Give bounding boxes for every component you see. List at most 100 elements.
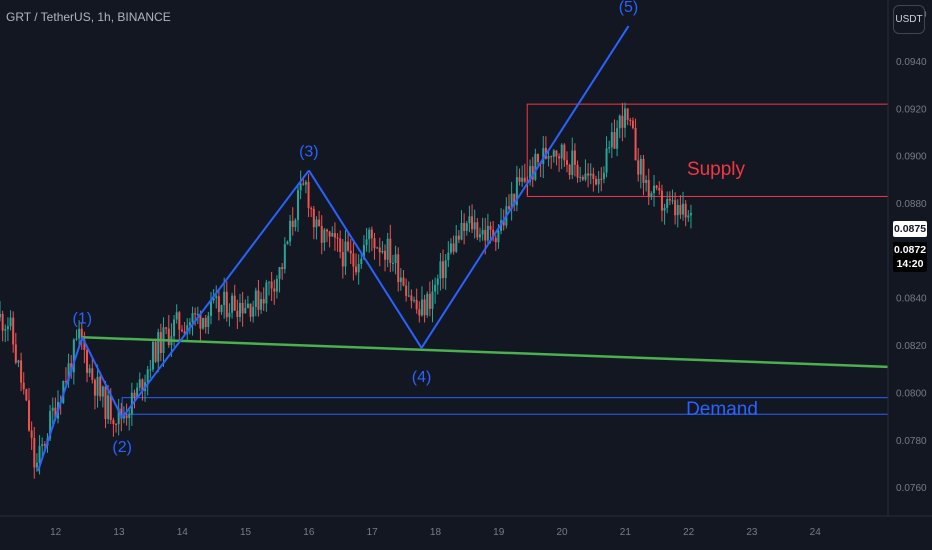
candle-body xyxy=(595,178,598,185)
candle-body xyxy=(629,120,632,122)
candle-body xyxy=(86,349,89,373)
candle-body xyxy=(439,261,442,279)
candle-body xyxy=(550,156,553,158)
candle-body xyxy=(25,389,28,401)
candle-body xyxy=(112,419,115,424)
candle-body xyxy=(568,164,571,176)
candle-body xyxy=(64,380,67,382)
candle-body xyxy=(378,247,381,253)
candle-body xyxy=(486,225,489,241)
candle-body xyxy=(471,216,474,230)
candle-body xyxy=(534,153,537,180)
candle-body xyxy=(38,445,41,463)
candle-body xyxy=(262,299,265,304)
candle-body xyxy=(83,339,86,350)
candle-body xyxy=(196,313,199,315)
candle-body xyxy=(515,177,518,206)
candle-body xyxy=(120,408,123,419)
candle-body xyxy=(220,305,223,313)
candle-body xyxy=(658,187,661,191)
x-tick-label: 12 xyxy=(50,527,62,538)
candle-body xyxy=(236,310,239,318)
candle-body xyxy=(650,193,653,197)
candle-body xyxy=(529,166,532,182)
candle-body xyxy=(373,238,376,249)
currency-button[interactable]: USDT xyxy=(893,5,925,34)
candle-body xyxy=(481,229,484,235)
wave-label: (1) xyxy=(72,310,92,327)
candle-body xyxy=(420,299,423,316)
candle-body xyxy=(399,277,402,283)
candle-body xyxy=(107,395,110,420)
candle-body xyxy=(563,144,566,161)
candle-body xyxy=(33,437,36,468)
candle-body xyxy=(183,331,186,334)
candle-body xyxy=(547,156,550,159)
candle-body xyxy=(304,181,307,185)
candle-body xyxy=(415,299,418,310)
y-tick-label: 0.0760 xyxy=(896,483,927,494)
candle-body xyxy=(270,281,273,289)
time-axis[interactable]: 12 13 14 15 16 17 18 19 20 21 22 23 24 xyxy=(50,527,821,538)
candle-body xyxy=(666,198,669,208)
candle-body xyxy=(88,368,91,373)
candle-body xyxy=(581,176,584,180)
candle-body xyxy=(115,423,118,425)
candle-body xyxy=(413,299,416,301)
candle-body xyxy=(136,387,139,398)
candle-body xyxy=(494,237,497,243)
candle-body xyxy=(621,115,624,128)
candle-body xyxy=(43,444,46,446)
candle-body xyxy=(238,302,241,318)
candle-body xyxy=(149,369,152,371)
candle-body xyxy=(302,183,305,185)
candle-body xyxy=(333,233,336,238)
candle-body xyxy=(381,250,384,253)
candle-body xyxy=(565,160,568,165)
candle-body xyxy=(215,296,218,298)
candle-body xyxy=(341,252,344,267)
candle-body xyxy=(394,254,397,263)
candle-body xyxy=(75,338,78,340)
candle-body xyxy=(558,156,561,159)
candle-body xyxy=(587,173,590,176)
close-price-tag: 0.0872 14:20 xyxy=(893,242,927,272)
candle-body xyxy=(410,295,413,301)
candle-body xyxy=(365,239,368,246)
candle-body xyxy=(384,250,387,260)
candle-body xyxy=(249,303,252,317)
candle-body xyxy=(513,193,516,206)
x-tick-label: 15 xyxy=(240,527,252,538)
last-price-tag: 0.0875 xyxy=(893,221,927,237)
candle-body xyxy=(368,229,371,240)
candle-body xyxy=(30,430,33,438)
trendline xyxy=(82,336,889,369)
candle-body xyxy=(252,306,255,317)
candle-body xyxy=(286,241,289,245)
candle-body xyxy=(362,245,365,259)
candle-body xyxy=(67,363,70,382)
candle-body xyxy=(228,312,231,318)
candle-body xyxy=(360,258,363,264)
bar-countdown: 14:20 xyxy=(896,258,924,270)
demand-label: Demand xyxy=(686,399,758,420)
candle-body xyxy=(125,415,128,419)
candle-body xyxy=(233,295,236,311)
candle-body xyxy=(320,225,323,243)
x-tick-label: 20 xyxy=(556,527,568,538)
candle-body xyxy=(6,326,9,330)
candle-body xyxy=(204,317,207,328)
candle-body xyxy=(536,153,539,163)
candle-body xyxy=(600,178,603,180)
candle-body xyxy=(518,177,521,182)
candle-body xyxy=(455,235,458,252)
candle-body xyxy=(138,379,141,388)
candle-body xyxy=(465,223,468,231)
candle-body xyxy=(315,219,318,228)
candle-body xyxy=(80,328,83,340)
candle-body xyxy=(497,230,500,243)
candle-body xyxy=(507,206,510,209)
candle-body xyxy=(682,203,685,215)
candle-body xyxy=(560,144,563,159)
